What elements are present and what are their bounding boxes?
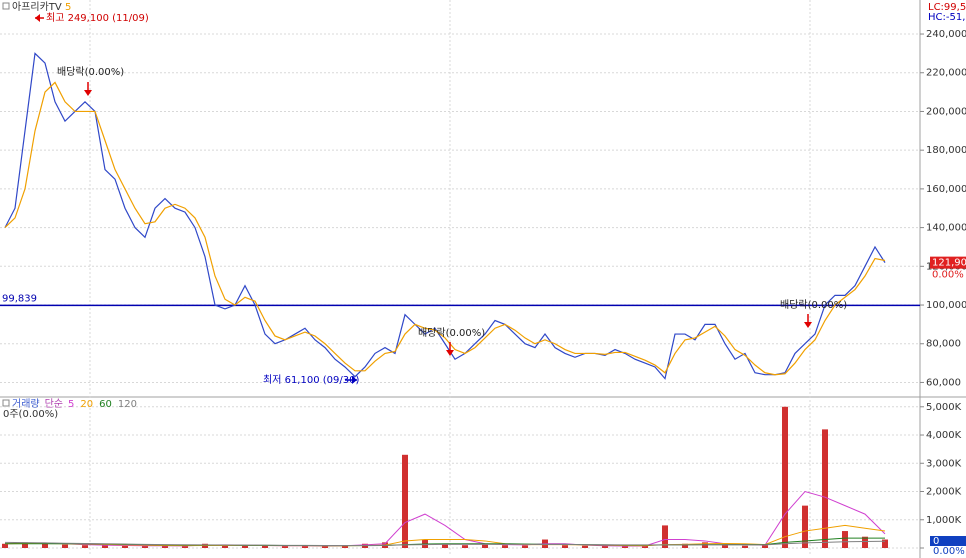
volume-bar [822,429,828,548]
volume-bar [242,545,248,548]
annotation-arrowhead [804,322,812,328]
ma-line [4,540,886,546]
volume-bar [882,539,888,548]
legend-entry: 5 [65,2,71,13]
volume-bar [722,545,728,548]
status-label: 0주(0.00%) [3,409,58,420]
volume-bar [502,545,508,548]
volume-bar [162,545,168,548]
volume-bar [22,542,28,548]
tick-box [930,536,966,546]
y-tick-label: 100,000 [926,300,966,311]
volume-bar [182,546,188,548]
volume-bar [122,545,128,548]
volume-bar [582,545,588,548]
volume-bar [322,546,328,548]
panel-icon [2,2,10,10]
y-tick-label: 240,000 [926,29,966,40]
last-price-label: 121,90 [932,258,966,269]
volume-bar [622,546,628,548]
annotation: 최고 249,100 (11/09) [46,12,149,24]
last-price-box [930,256,966,269]
volume-bar [522,545,528,548]
annotation: 배당락(0.00%) [57,66,124,78]
volume-bar [562,545,568,548]
volume-bar [262,545,268,548]
volume-bar [282,546,288,548]
volume-bar [682,543,688,548]
axis-area: 60,00080,000100,000120,000140,000160,000… [926,2,966,557]
last-change-label: 0.00% [932,270,964,281]
volume-bar [762,545,768,548]
annotation-arrowhead [352,376,357,384]
y-tick-label: 4,000K [926,430,962,441]
y-tick-label: 220,000 [926,68,966,79]
chart-title: 아프리카TV [12,1,62,13]
volume-bar [342,545,348,548]
annotation: 배당락(0.00%) [780,299,847,311]
volume-bar [782,406,788,548]
volume-bar [602,546,608,548]
panel-icon [2,399,10,407]
volume-bar [142,546,148,548]
volume-bar [802,505,808,548]
volume-bar [82,545,88,548]
ma-line [4,524,886,547]
volume-bar [842,531,848,548]
y-tick-label: 140,000 [926,223,966,234]
ma-line [4,81,886,376]
y-tick-label: 200,000 [926,106,966,117]
corner-label: HC:-51,0 [928,12,966,23]
panel-title: 단순 [45,398,63,410]
volume-bar [642,545,648,548]
volume-bar [462,545,468,548]
volume-bar [402,454,408,548]
y-tick-label: 80,000 [926,339,961,350]
legend-entry: 60 [99,399,112,410]
volume-bar [302,545,308,548]
volume-bar [742,545,748,548]
y-tick-label: 1,000K [926,515,962,526]
y-tick-label: 0 [933,536,939,547]
legend-entry: 20 [80,399,93,410]
volume-bar [862,536,868,548]
annotation: 배당락(0.00%) [418,327,485,339]
volume-bar [442,543,448,548]
panel-title: 거래량 [12,398,40,410]
annotation-arrowhead [446,350,454,356]
volume-bar [62,544,68,548]
y-tick-label: 180,000 [926,145,966,156]
volume-bar [222,545,228,548]
annotation-arrowhead [84,90,92,96]
volume-bar [662,525,668,548]
axis-change-label: 0.00% [933,546,965,557]
y-tick-label: 5,000K [926,402,962,413]
reference-label: 99,839 [2,293,37,304]
y-tick-label: 3,000K [926,458,962,469]
annotation-arrowhead [35,14,40,22]
y-tick-label: 60,000 [926,377,961,388]
volume-bar [102,545,108,548]
annotation: 최저 61,100 (09/30) [263,374,359,386]
legend-entry: 5 [68,399,74,410]
volume-bar [42,542,48,548]
volume-bar [482,544,488,548]
corner-label: LC:99,51 [928,2,966,13]
volume-bar [2,543,8,548]
legend-entry: 120 [118,399,137,410]
y-tick-label: 2,000K [926,487,962,498]
y-tick-label: 160,000 [926,184,966,195]
price-line [4,52,886,380]
